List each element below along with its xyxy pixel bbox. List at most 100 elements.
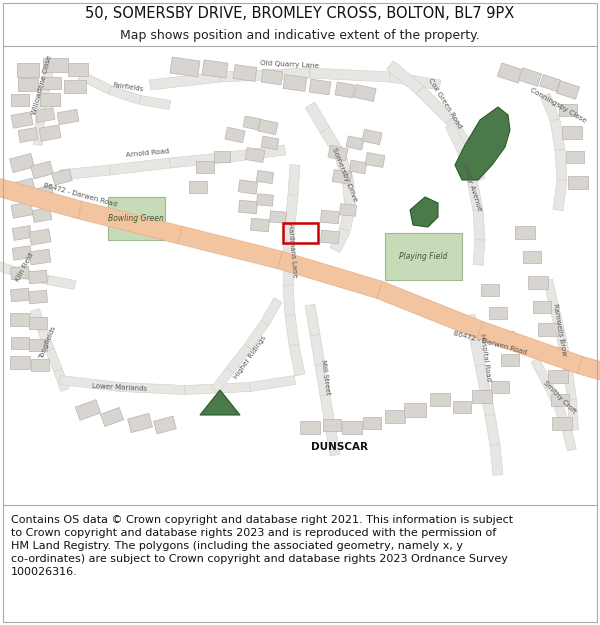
Bar (320, 230, 340, 244)
Polygon shape (320, 394, 335, 426)
Polygon shape (485, 414, 500, 446)
Bar (528, 276, 548, 289)
Bar (243, 116, 261, 130)
Bar (43, 58, 67, 72)
Polygon shape (325, 424, 340, 456)
Polygon shape (470, 339, 485, 366)
Bar (491, 381, 509, 393)
Bar (11, 266, 29, 280)
Text: Conningsby Close: Conningsby Close (529, 86, 587, 124)
Bar (354, 84, 376, 101)
Bar (430, 394, 450, 406)
Polygon shape (330, 228, 350, 253)
Polygon shape (562, 426, 577, 451)
Polygon shape (149, 72, 221, 90)
Bar (29, 317, 47, 329)
Polygon shape (59, 165, 110, 180)
Text: Map shows position and indicative extent of the property.: Map shows position and indicative extent… (120, 29, 480, 42)
Polygon shape (283, 255, 293, 285)
Bar (349, 160, 367, 174)
Bar (233, 64, 257, 81)
Polygon shape (578, 356, 600, 394)
Bar (29, 339, 47, 351)
Polygon shape (335, 153, 353, 182)
Text: Mill Street: Mill Street (320, 359, 331, 395)
Polygon shape (120, 382, 185, 394)
Bar (556, 81, 580, 99)
Text: Higher Ridings: Higher Ridings (233, 334, 267, 379)
Polygon shape (35, 89, 49, 121)
Text: Contains OS data © Crown copyright and database right 2021. This information is : Contains OS data © Crown copyright and d… (11, 514, 513, 578)
Bar (566, 151, 584, 163)
Bar (11, 94, 29, 106)
Polygon shape (563, 369, 577, 401)
Polygon shape (315, 364, 330, 396)
Bar (323, 419, 341, 431)
Polygon shape (550, 119, 565, 151)
Polygon shape (531, 358, 552, 387)
Polygon shape (31, 309, 46, 331)
Polygon shape (108, 197, 165, 240)
Polygon shape (340, 204, 355, 231)
Polygon shape (277, 251, 383, 299)
Polygon shape (310, 68, 390, 82)
Bar (214, 151, 230, 162)
Polygon shape (250, 376, 296, 391)
Polygon shape (465, 314, 480, 341)
Polygon shape (226, 344, 251, 372)
Bar (523, 251, 541, 263)
Polygon shape (305, 304, 320, 336)
Polygon shape (139, 96, 171, 109)
Bar (496, 331, 514, 343)
Bar (346, 136, 364, 150)
Bar (518, 68, 542, 86)
Text: Arnold Road: Arnold Road (126, 148, 170, 158)
Polygon shape (46, 348, 62, 372)
Bar (245, 148, 265, 162)
Polygon shape (473, 209, 485, 241)
Bar (11, 202, 33, 218)
Bar (154, 416, 176, 434)
Bar (18, 127, 38, 142)
Bar (10, 356, 30, 369)
Polygon shape (305, 102, 330, 133)
Text: Old Quarry Lane: Old Quarry Lane (260, 61, 320, 69)
Polygon shape (285, 194, 298, 226)
Polygon shape (455, 107, 510, 180)
Bar (251, 218, 269, 232)
Bar (551, 394, 569, 406)
Bar (189, 181, 207, 193)
Polygon shape (445, 123, 467, 152)
Bar (64, 81, 86, 94)
Polygon shape (377, 282, 484, 338)
Text: Tongfields: Tongfields (38, 326, 58, 360)
Bar (404, 403, 426, 417)
Bar (481, 284, 499, 296)
Bar (39, 125, 61, 141)
Bar (128, 413, 152, 432)
Polygon shape (78, 201, 182, 244)
Bar (10, 153, 34, 173)
Polygon shape (78, 71, 112, 94)
Polygon shape (285, 314, 299, 346)
Text: DUNSCAR: DUNSCAR (311, 442, 368, 452)
Polygon shape (229, 145, 286, 162)
Bar (31, 161, 53, 179)
Bar (453, 401, 471, 413)
Bar (57, 109, 79, 124)
Bar (309, 79, 331, 95)
Bar (239, 200, 257, 214)
Bar (29, 229, 51, 245)
Bar (328, 145, 348, 161)
Text: Somersby Drive: Somersby Drive (331, 147, 359, 203)
Polygon shape (200, 390, 240, 415)
Text: Ramwells Brow: Ramwells Brow (553, 303, 568, 357)
Text: Smithy Croft: Smithy Croft (542, 379, 578, 414)
Text: B6472 - Darwen Road: B6472 - Darwen Road (452, 330, 527, 356)
Bar (34, 185, 54, 201)
Bar (29, 249, 51, 265)
Bar (29, 290, 47, 304)
Bar (68, 64, 88, 76)
Polygon shape (47, 276, 76, 289)
Bar (335, 82, 355, 98)
